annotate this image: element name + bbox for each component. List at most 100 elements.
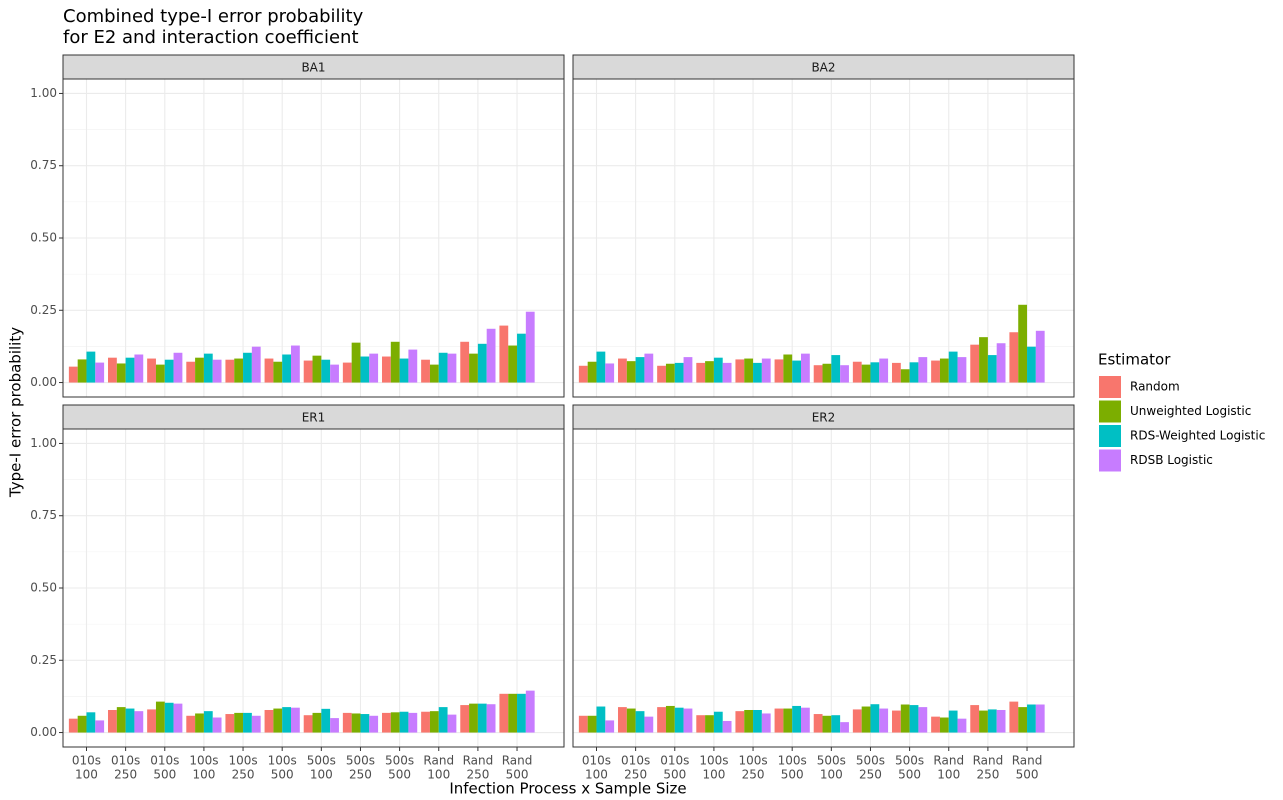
bar (870, 704, 880, 733)
bar (508, 345, 518, 383)
strip (572, 54, 1075, 80)
bar (517, 333, 526, 383)
bar (683, 708, 693, 733)
x-tick-label: 500s (895, 754, 924, 768)
x-tick-label: Rand (933, 754, 964, 768)
bar (735, 711, 745, 733)
bar (77, 359, 87, 383)
bar (429, 364, 439, 383)
bar (447, 353, 457, 383)
bar (1027, 346, 1036, 383)
bar (369, 353, 379, 383)
x-tick-label: 100s (228, 754, 257, 768)
x-tick-label: 100s (778, 754, 807, 768)
bar (330, 364, 339, 383)
legend-title: Estimator (1098, 351, 1171, 369)
x-tick-label: 500 (506, 768, 529, 782)
bar (264, 709, 274, 733)
y-tick-label: 0.25 (30, 653, 57, 667)
bar (312, 355, 322, 383)
bar (460, 341, 470, 383)
bar (321, 359, 331, 383)
x-tick-label: 500 (1016, 768, 1039, 782)
bar (290, 345, 300, 383)
x-tick-label: 250 (624, 768, 647, 782)
bar (173, 352, 183, 383)
bar (744, 709, 754, 733)
bar (900, 369, 910, 383)
bar (744, 358, 754, 383)
bar (644, 353, 654, 383)
bar (948, 351, 958, 383)
bar (369, 715, 379, 733)
bar (722, 720, 732, 733)
bar (486, 328, 496, 383)
bar (996, 709, 1006, 733)
x-tick-label: 500s (385, 754, 414, 768)
strip (572, 404, 1075, 430)
bar (303, 360, 313, 383)
x-tick-label: 100 (820, 768, 843, 782)
bar (68, 366, 78, 383)
bar (68, 718, 78, 733)
bar (155, 364, 165, 383)
bar (722, 362, 732, 383)
x-tick-label: 500s (856, 754, 885, 768)
x-axis-label: Infection Process x Sample Size (449, 780, 686, 798)
bar (321, 708, 331, 733)
bar (618, 358, 627, 383)
y-tick-label: 0.50 (30, 231, 57, 245)
x-tick-label: 500 (898, 768, 921, 782)
x-tick-label: 250 (466, 768, 489, 782)
bar (696, 362, 706, 383)
bar (408, 712, 418, 733)
bar (674, 707, 684, 733)
bar (939, 717, 949, 733)
bar (840, 722, 849, 733)
bar (831, 355, 841, 383)
legend-label: Unweighted Logistic (1130, 404, 1251, 418)
bar (774, 708, 784, 733)
bar (713, 357, 723, 383)
bar (713, 711, 723, 733)
bar (831, 715, 841, 733)
legend-swatch (1099, 425, 1121, 447)
bar (351, 713, 361, 733)
bar (195, 713, 204, 733)
bar (95, 720, 105, 733)
bar (1035, 330, 1045, 383)
bar (421, 359, 430, 383)
x-tick-label: 100 (75, 768, 98, 782)
bar (203, 711, 213, 733)
bar (499, 325, 509, 383)
bar (970, 344, 980, 383)
y-tick-label: 1.00 (30, 436, 57, 450)
bar (134, 711, 144, 733)
bar (212, 359, 222, 383)
x-tick-label: Rand (463, 754, 494, 768)
bar (399, 711, 409, 733)
x-tick-label: 100 (192, 768, 215, 782)
bar (792, 705, 801, 733)
x-tick-label: Rand (502, 754, 533, 768)
bar (1027, 704, 1036, 733)
bar (578, 365, 588, 383)
bar (421, 711, 430, 733)
bar (147, 709, 156, 733)
bar (251, 715, 261, 733)
bar (116, 363, 126, 383)
bar (195, 357, 204, 383)
x-tick-label: Rand (423, 754, 454, 768)
bar (683, 357, 693, 383)
bar (813, 365, 823, 383)
y-axis-label: Type-I error probability (7, 327, 25, 498)
bar (665, 363, 675, 383)
bar (931, 360, 940, 383)
x-tick-label: 250 (859, 768, 882, 782)
bar (753, 362, 762, 383)
bar (891, 362, 901, 383)
bar (499, 693, 509, 733)
bar (243, 352, 252, 383)
bar (225, 714, 235, 733)
bar (861, 706, 871, 733)
